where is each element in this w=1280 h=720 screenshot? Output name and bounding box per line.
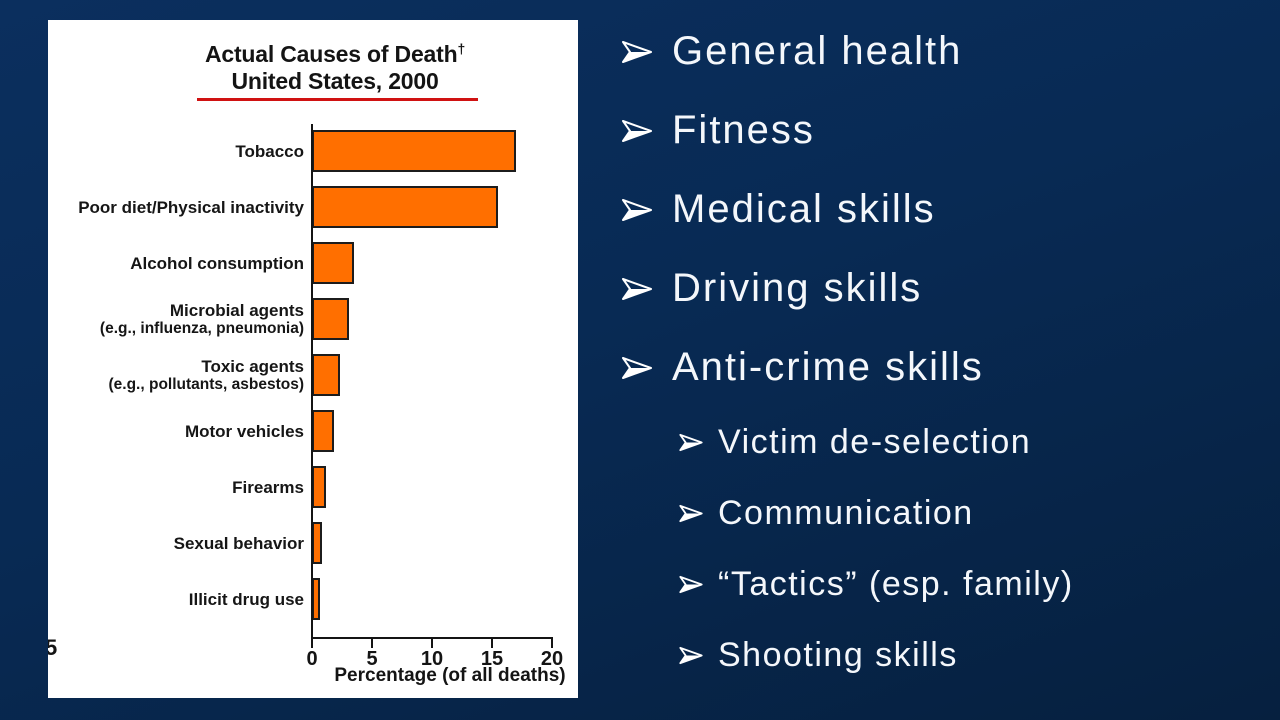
bar-label-alcohol-consumption: Alcohol consumption [130,253,304,273]
bullet-text: Fitness [672,108,815,152]
bullet-text: Medical skills [672,187,936,231]
list-item: Driving skills [620,249,1270,328]
bar-tobacco [312,130,516,172]
y-axis-line [311,124,313,639]
bar-microbial-agents [312,298,349,340]
sub-list-item: Victim de-selection [620,407,1270,478]
x-axis-tick [551,639,553,648]
bar-label-firearms: Firearms [232,477,304,497]
x-axis-tick [311,639,313,648]
x-axis-tick-label: 20 [540,648,564,670]
bar-firearms [312,466,326,508]
list-item: Fitness [620,91,1270,170]
bar-alcohol-consumption [312,242,354,284]
bar-poor-diet-physical-inactivity [312,186,498,228]
bar-label-microbial-agents: Microbial agents (e.g., influenza, pneumo… [99,300,304,337]
bar-toxic-agents [312,354,340,396]
chart-title: Actual Causes of Death† United States, 2… [92,35,578,95]
bullet-text: “Tactics” (esp. family) [718,565,1074,603]
sub-list-item: Shooting skills [620,620,1270,691]
list-item: General health [620,12,1270,91]
bar-label-tobacco: Tobacco [235,141,304,161]
sub-list-item: Communication [620,478,1270,549]
title-underline [197,98,478,101]
bar-label-illicit-drug-use: Illicit drug use [188,589,304,609]
dagger-symbol: † [457,40,466,56]
x-axis-tick [431,639,433,648]
list-item: Medical skills [620,170,1270,249]
bullet-text: Communication [718,494,974,532]
bullet-text: Anti-crime skills [672,345,984,389]
bar-motor-vehicles [312,410,334,452]
bullet-text: Shooting skills [718,636,958,674]
arrowhead-bullet-icon [679,646,703,665]
bar-label-motor-vehicles: Motor vehicles [184,421,304,441]
list-item: Anti-crime skills [620,328,1270,407]
arrowhead-bullet-icon [622,198,652,221]
x-axis-tick-label: 10 [420,648,444,670]
arrowhead-bullet-icon [622,119,652,142]
x-axis-tick-label: 15 [480,648,504,670]
chart-title-line1: Actual Causes of Death† [204,40,466,67]
sub-list-item: “Tactics” (esp. family) [620,549,1270,620]
chart-panel: Actual Causes of Death† United States, 2… [48,20,578,698]
x-axis-tick [371,639,373,648]
chart-subtitle: United States, 2000 [231,67,439,94]
bar-label-sexual-behavior: Sexual behavior [173,533,304,553]
bar-label-poor-diet-physical-inactivity: Poor diet/Physical inactivity [78,197,304,217]
x-axis-line [311,637,553,639]
bar-label-toxic-agents: Toxic agents (e.g., pollutants, asbestos) [108,356,305,393]
x-axis-tick-label: 5 [366,648,378,670]
arrowhead-bullet-icon [679,575,703,594]
arrowhead-bullet-icon [622,356,652,379]
x-axis-tick [491,639,493,648]
arrowhead-bullet-icon [622,277,652,300]
arrowhead-bullet-icon [622,40,652,63]
x-axis-label: Percentage (of all deaths) [334,665,566,686]
bar-sexual-behavior [312,522,322,564]
arrowhead-bullet-icon [679,504,703,523]
bullet-list: General health Fitness Medical skills Dr… [620,12,1270,691]
clipped-axis-digit: 5 [48,635,58,660]
bullet-text: General health [672,29,963,73]
bullet-text: Victim de-selection [718,423,1032,461]
arrowhead-bullet-icon [679,433,703,452]
bar-illicit-drug-use [312,578,320,620]
x-axis-tick-label: 0 [306,648,318,670]
bullet-text: Driving skills [672,266,923,310]
